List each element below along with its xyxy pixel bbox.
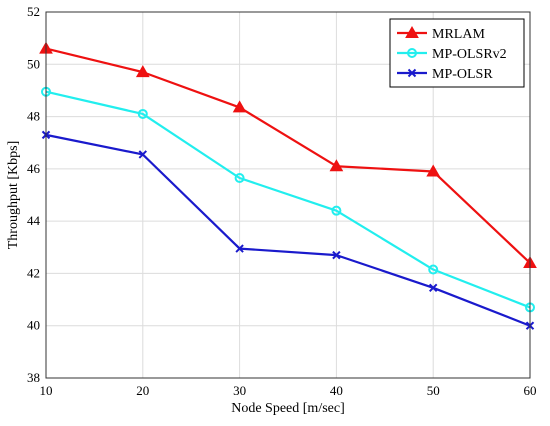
legend-marker — [407, 48, 417, 58]
y-axis-title: Throughput [Kbps] — [6, 141, 21, 250]
legend-item: MP-OLSRv2 — [397, 47, 507, 62]
legend: MRLAM MP-OLSRv2 MP-OLSR — [389, 18, 525, 88]
legend-label: MRLAM — [432, 27, 485, 42]
data-point-mrlam — [135, 65, 150, 78]
x-tick-label: 40 — [330, 383, 343, 398]
y-tick-label: 50 — [27, 56, 40, 71]
y-tick-label: 38 — [27, 370, 40, 385]
y-tick-label: 40 — [27, 318, 40, 333]
data-point-mp-olsrv2 — [331, 205, 342, 216]
y-axis-ticks: 38 40 42 44 46 48 50 52 — [27, 4, 41, 385]
data-point-mrlam — [232, 100, 247, 113]
data-point-mp-olsr — [235, 244, 244, 253]
x-tick-label: 60 — [524, 383, 537, 398]
series-line-mrlam — [45, 47, 531, 264]
x-tick-label: 50 — [427, 383, 440, 398]
x-tick-label: 20 — [136, 383, 149, 398]
data-point-mrlam — [426, 164, 441, 177]
x-tick-label: 10 — [40, 383, 53, 398]
series-line-mp-olsr — [45, 133, 531, 327]
legend-marker — [407, 68, 417, 78]
legend-label: MP-OLSRv2 — [432, 47, 507, 62]
x-axis-title: Node Speed [m/sec] — [231, 401, 345, 416]
data-point-mp-olsr — [332, 250, 341, 260]
data-point-mp-olsrv2 — [137, 108, 148, 119]
y-tick-label: 44 — [27, 213, 41, 228]
data-point-mp-olsrv2 — [234, 173, 245, 184]
y-tick-label: 46 — [27, 161, 41, 176]
legend-marker — [405, 25, 419, 38]
data-point-mrlam — [329, 159, 344, 172]
data-point-mp-olsrv2 — [428, 264, 439, 275]
legend-item: MP-OLSR — [397, 67, 493, 82]
x-axis-ticks: 10 20 30 40 50 60 — [40, 383, 537, 398]
y-tick-label: 48 — [27, 109, 40, 124]
x-tick-label: 30 — [233, 383, 246, 398]
series-line-mp-olsrv2 — [45, 90, 531, 309]
y-tick-label: 42 — [27, 265, 40, 280]
legend-label: MP-OLSR — [432, 67, 493, 82]
legend-item: MRLAM — [397, 25, 485, 42]
data-point-mp-olsr — [428, 283, 438, 293]
y-tick-label: 52 — [27, 4, 40, 19]
plot-frame — [45, 11, 531, 379]
data-point-mp-olsr — [138, 150, 148, 159]
